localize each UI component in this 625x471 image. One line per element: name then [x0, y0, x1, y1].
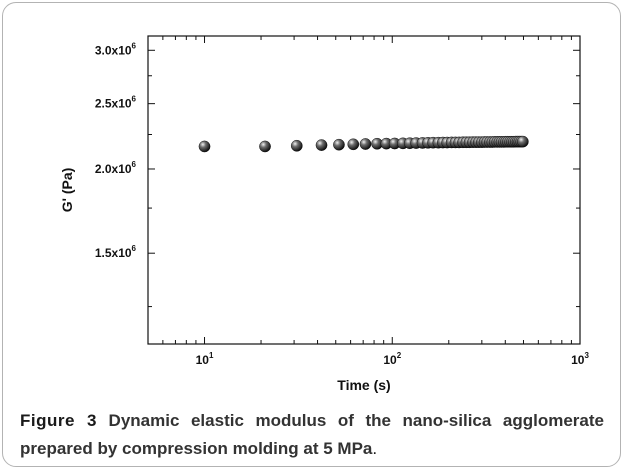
x-axis-ticks: 101 102 103: [147, 36, 589, 367]
figure-frame: [2, 2, 621, 467]
caption-end: .: [372, 439, 378, 458]
data-point: [359, 138, 372, 150]
data-point: [347, 138, 360, 151]
data-point: [259, 140, 271, 153]
data-point: [333, 138, 345, 151]
plot-frame: [147, 35, 581, 345]
y-axis-ticks: 1.5x106 2.0x106 2.5x106 3.0x106: [95, 41, 580, 308]
caption-label: Figure 3: [20, 411, 97, 430]
data-point: [315, 139, 328, 151]
x-tick-label: 103: [571, 351, 589, 367]
data-point: [198, 140, 211, 153]
y-tick-label: 2.0x106: [95, 160, 137, 176]
figure-caption: Figure 3 Dynamic elastic modulus of the …: [20, 407, 604, 463]
x-tick-label: 101: [196, 351, 214, 367]
x-axis-title: Time (s): [337, 377, 390, 393]
y-axis-title: G' (Pa): [59, 168, 75, 213]
data-point: [517, 135, 529, 148]
y-tick-label: 2.5x106: [95, 95, 137, 111]
x-tick-label: 102: [383, 351, 401, 367]
caption-text: Dynamic elastic modulus of the nano-sili…: [20, 411, 604, 458]
y-tick-label: 1.5x106: [95, 244, 137, 260]
data-point: [290, 139, 303, 152]
data-points: [198, 135, 529, 153]
y-tick-label: 3.0x106: [95, 41, 137, 57]
